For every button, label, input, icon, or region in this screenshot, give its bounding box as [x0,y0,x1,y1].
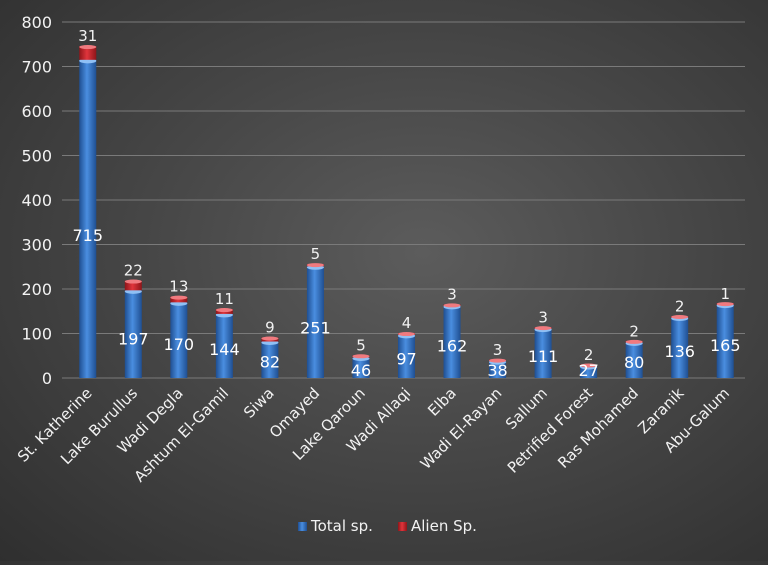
y-tick-label: 600 [21,102,52,121]
bar-total-ras-mohamed [625,342,643,378]
bar-total-wadi-el-rayan [489,361,507,378]
bar-alien-cap-wadi-allaqi [398,332,415,337]
bar-total-wadi-degla [170,302,188,378]
bar-total-ashtum-el-gamil [215,313,233,378]
legend-label-alien: Alien Sp. [411,517,477,535]
bar-total-elba [443,305,461,378]
data-label-alien: 5 [356,336,366,354]
y-axis-tick-labels: 0 100 200 300 400 500 600 700 800 [21,13,52,388]
data-label-alien: 2 [584,346,594,364]
bar-alien-cap-omayed [306,263,324,268]
data-label-total: 251 [300,319,331,338]
data-label-alien: 11 [215,290,234,308]
bar-alien-cap-sallum [534,326,552,331]
y-tick-label: 500 [21,147,52,166]
data-label-alien: 3 [538,308,548,326]
data-label-alien: 22 [124,262,143,280]
bar-total-siwa [261,341,279,378]
bar-alien-cap-zaranik [671,314,689,319]
y-tick-label: 700 [21,58,52,77]
y-tick-label: 200 [21,280,52,299]
data-label-total: 27 [578,361,598,380]
data-label-alien: 4 [402,314,412,332]
data-label-total: 80 [624,353,644,372]
bar-alien-cap-wadi-el-rayan [489,358,507,363]
bar-total-st-katherine [79,59,97,378]
bar-alien-cap-petrified-forest [580,363,598,368]
bar-alien-cap-lake-burullus [124,279,142,284]
bar-alien-st-katherine [79,46,97,60]
bar-total-wadi-allaqi [398,334,415,378]
bar-alien-cap-ashtum-el-gamil [215,308,233,313]
data-label-total: 82 [260,353,280,372]
bar-total-sallum [534,328,552,378]
data-label-alien: 2 [629,323,639,341]
data-label-alien: 9 [265,319,275,337]
data-label-alien: 31 [78,27,97,45]
bar-alien-cap-wadi-degla [170,295,188,300]
x-tick-label: Siwa [240,384,278,422]
bar-alien-cap-st-katherine [79,45,97,50]
bar-alien-cap-ras-mohamed [625,339,643,344]
data-label-total: 197 [118,330,149,349]
y-tick-label: 100 [21,325,52,344]
data-label-total: 111 [528,347,559,366]
data-label-alien: 3 [493,341,503,359]
legend-label-total: Total sp. [310,517,373,535]
bar-alien-cap-elba [443,303,461,308]
bar-total-lake-burullus [124,290,142,378]
bars [79,45,734,378]
bar-alien-cap-siwa [261,336,279,341]
data-label-alien: 3 [447,286,457,304]
y-tick-label: 400 [21,191,52,210]
bar-alien-cap-lake-qaroun [352,354,370,359]
data-label-alien: 2 [675,298,685,316]
bar-total-abu-galum [716,304,734,378]
y-tick-label: 300 [21,236,52,255]
legend-swatch-alien [398,522,407,531]
data-label-alien: 5 [311,245,321,263]
x-tick-label: Wadi El-Rayan [417,384,506,473]
bar-alien-cap-abu-galum [716,302,734,307]
data-label-total: 46 [351,361,371,380]
bar-alien-lake-burullus [124,280,142,291]
data-label-total: 165 [710,336,741,355]
bar-total-omayed [306,266,324,378]
legend: Total sp. Alien Sp. [298,517,477,535]
x-tick-label: Elba [424,384,460,420]
data-label-alien: 13 [169,278,188,296]
data-label-total: 38 [487,361,507,380]
bar-total-lake-qaroun [352,357,370,378]
data-label-alien: 1 [720,285,730,303]
y-tick-label: 0 [42,369,52,388]
x-tick-label: Ras Mohamed [554,384,642,472]
bar-total-zaranik [671,317,689,378]
data-label-total: 97 [396,350,416,369]
data-label-total: 162 [437,337,468,356]
y-tick-label: 800 [21,13,52,32]
data-label-total: 170 [164,335,195,354]
data-label-total: 144 [209,340,240,359]
data-label-total: 715 [72,226,103,245]
data-label-total: 136 [664,342,695,361]
legend-swatch-total [298,522,307,531]
